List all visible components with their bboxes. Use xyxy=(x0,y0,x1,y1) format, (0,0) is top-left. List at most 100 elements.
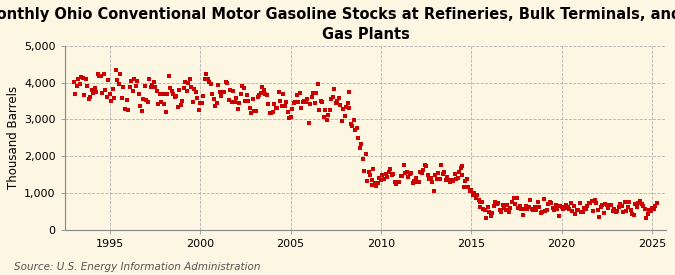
Point xyxy=(403,174,414,179)
Point xyxy=(377,173,388,177)
Point xyxy=(165,86,176,90)
Point xyxy=(642,212,653,216)
Point xyxy=(616,204,627,209)
Point xyxy=(162,92,173,97)
Point xyxy=(282,110,293,115)
Point xyxy=(138,97,148,101)
Point xyxy=(255,91,266,96)
Point xyxy=(88,90,99,95)
Point xyxy=(609,207,620,211)
Point xyxy=(429,189,439,193)
Point xyxy=(344,90,355,94)
Point xyxy=(261,92,272,97)
Point xyxy=(360,151,371,156)
Point xyxy=(160,110,171,114)
Point xyxy=(202,77,213,82)
Point xyxy=(375,178,386,182)
Point xyxy=(374,176,385,180)
Point xyxy=(531,208,541,212)
Point xyxy=(538,197,549,201)
Point xyxy=(543,202,554,207)
Point xyxy=(176,103,186,107)
Point xyxy=(477,200,487,204)
Point xyxy=(473,198,484,202)
Point xyxy=(272,106,283,111)
Point xyxy=(528,207,539,212)
Point xyxy=(392,180,403,184)
Point xyxy=(443,178,454,182)
Point xyxy=(466,188,477,192)
Point xyxy=(246,111,257,116)
Point xyxy=(207,92,218,96)
Point xyxy=(524,198,535,203)
Point xyxy=(350,128,361,133)
Point xyxy=(336,119,347,123)
Point xyxy=(618,210,629,214)
Point xyxy=(184,77,195,81)
Point xyxy=(550,203,561,207)
Point xyxy=(532,200,543,204)
Point xyxy=(514,204,525,208)
Point xyxy=(177,98,188,103)
Point xyxy=(133,92,144,97)
Point xyxy=(576,210,587,214)
Point xyxy=(517,213,528,218)
Point xyxy=(365,173,376,177)
Point xyxy=(568,203,579,208)
Point xyxy=(103,78,114,83)
Point xyxy=(217,90,228,95)
Point xyxy=(317,100,327,104)
Point xyxy=(555,204,566,208)
Point xyxy=(192,96,202,101)
Point xyxy=(195,101,206,105)
Point xyxy=(260,92,271,96)
Point xyxy=(183,81,194,85)
Point xyxy=(612,209,623,213)
Point xyxy=(118,85,129,89)
Point xyxy=(499,205,510,210)
Point xyxy=(240,99,251,103)
Point xyxy=(424,177,435,181)
Point xyxy=(342,100,353,105)
Point xyxy=(573,208,584,213)
Point xyxy=(172,105,183,109)
Point xyxy=(286,115,296,119)
Point xyxy=(264,111,275,115)
Point xyxy=(464,189,475,193)
Point xyxy=(364,170,375,174)
Point xyxy=(425,176,436,180)
Point xyxy=(320,108,331,112)
Point xyxy=(599,211,610,215)
Point xyxy=(216,94,227,98)
Point xyxy=(585,200,596,205)
Point xyxy=(117,96,128,101)
Point xyxy=(210,104,221,109)
Point xyxy=(638,203,649,208)
Point xyxy=(540,208,551,213)
Point xyxy=(570,211,580,216)
Point xyxy=(401,170,412,174)
Point xyxy=(371,183,382,188)
Point xyxy=(394,180,404,184)
Point xyxy=(258,87,269,92)
Point xyxy=(450,172,460,177)
Point xyxy=(107,87,118,91)
Point xyxy=(188,100,198,104)
Point xyxy=(244,106,255,111)
Point xyxy=(76,75,86,79)
Point xyxy=(90,86,101,90)
Point xyxy=(558,207,568,211)
Point xyxy=(123,108,134,112)
Point xyxy=(85,94,96,99)
Point xyxy=(481,216,492,220)
Point xyxy=(94,74,105,78)
Point xyxy=(547,205,558,210)
Point xyxy=(221,79,232,84)
Point xyxy=(300,100,311,104)
Point xyxy=(484,210,495,214)
Point xyxy=(404,171,415,176)
Point xyxy=(367,177,377,182)
Point xyxy=(433,171,443,175)
Point xyxy=(497,203,508,207)
Point xyxy=(469,191,480,195)
